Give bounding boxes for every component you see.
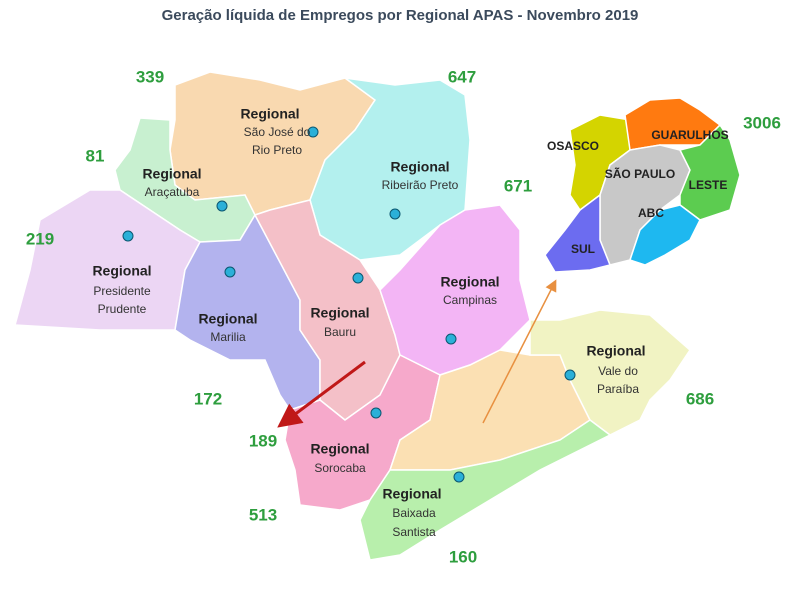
map-title: Geração líquida de Empregos por Regional… xyxy=(162,7,639,24)
region-name: Presidente xyxy=(93,284,151,298)
pin xyxy=(370,407,382,419)
region-name: Ribeirão Preto xyxy=(382,178,459,192)
district-label: SÃO PAULO xyxy=(605,166,675,181)
pin xyxy=(224,266,236,278)
pin xyxy=(389,208,401,220)
region-area xyxy=(309,77,471,261)
region-area xyxy=(529,309,691,436)
region-heading: Regional xyxy=(310,305,369,321)
region-name: Campinas xyxy=(443,293,497,307)
region-name: Bauru xyxy=(324,325,356,339)
district-area xyxy=(678,123,741,221)
region-name: Vale do xyxy=(598,364,638,378)
metro-inset: OSASCO GUARULHOS SÃO PAULO LESTE ABC SUL xyxy=(544,97,741,273)
district-label: ABC xyxy=(638,206,664,220)
values: 339 647 81 219 172 189 671 513 686 160 3… xyxy=(26,67,781,566)
region-value: 189 xyxy=(249,431,277,450)
district-label: OSASCO xyxy=(547,139,599,153)
region-heading: Regional xyxy=(390,159,449,175)
region-labels: Regional São José do Rio Preto Regional … xyxy=(92,106,645,539)
metro-value: 3006 xyxy=(743,113,781,132)
region-value: 513 xyxy=(249,505,277,524)
region-value: 339 xyxy=(136,67,164,86)
pins xyxy=(122,126,576,483)
region-name: Baixada xyxy=(392,506,436,520)
pin xyxy=(352,272,364,284)
region-heading: Regional xyxy=(382,486,441,502)
region-heading: Regional xyxy=(310,441,369,457)
region-name: Paraíba xyxy=(597,382,639,396)
region-value: 81 xyxy=(86,146,105,165)
district-area xyxy=(629,204,701,266)
region-heading: Regional xyxy=(92,263,151,279)
region-value: 219 xyxy=(26,229,54,248)
arrow xyxy=(277,360,366,428)
district-label: LESTE xyxy=(689,178,728,192)
region-heading: Regional xyxy=(198,311,257,327)
district-label: GUARULHOS xyxy=(651,128,728,142)
region-heading: Regional xyxy=(586,343,645,359)
district-area xyxy=(544,193,612,273)
pin xyxy=(445,333,457,345)
region-name: Araçatuba xyxy=(145,185,200,199)
pin xyxy=(216,200,228,212)
region-name: Prudente xyxy=(98,302,147,316)
region-value: 172 xyxy=(194,389,222,408)
arrow xyxy=(482,279,557,424)
pin xyxy=(122,230,134,242)
region-value: 160 xyxy=(449,547,477,566)
pin xyxy=(453,471,465,483)
region-value: 647 xyxy=(448,67,476,86)
district-label: SUL xyxy=(571,242,595,256)
region-name: São José do xyxy=(244,125,311,139)
region-heading: Regional xyxy=(440,274,499,290)
pin xyxy=(307,126,319,138)
region-heading: Regional xyxy=(142,166,201,182)
pin xyxy=(564,369,576,381)
region-name: Marilia xyxy=(210,330,246,344)
region-name: Sorocaba xyxy=(314,461,366,475)
region-value: 671 xyxy=(504,176,532,195)
region-name: Santista xyxy=(392,525,436,539)
region-heading: Regional xyxy=(240,106,299,122)
region-name: Rio Preto xyxy=(252,143,302,157)
region-value: 686 xyxy=(686,389,714,408)
region-area xyxy=(359,419,612,561)
